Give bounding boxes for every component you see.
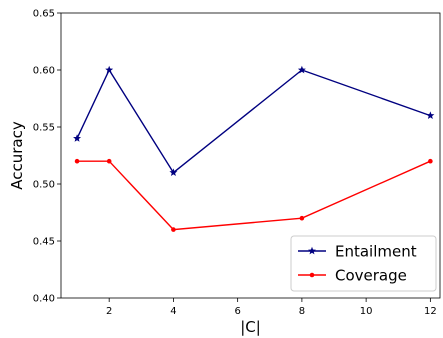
legend-box — [290, 235, 437, 292]
y-tick-label: 0.50 — [33, 180, 55, 191]
axis-ticks: 2 4 6 8 10 12 0.40 0.45 0.50 0.55 0.60 0.65 — [33, 9, 437, 318]
y-axis-label: Accuracy — [8, 121, 26, 190]
entailment-point — [169, 168, 178, 176]
x-axis-label: |C| — [240, 318, 261, 336]
x-tick-label: 12 — [424, 306, 437, 317]
coverage-series-line — [77, 160, 431, 231]
x-tick-label: 2 — [106, 306, 112, 317]
y-tick-label: 0.55 — [33, 123, 55, 134]
coverage-point — [74, 158, 80, 164]
coverage-legend-marker — [309, 272, 315, 278]
entailment-legend-label: Entailment — [335, 243, 417, 261]
x-tick-label: 10 — [360, 306, 373, 317]
entailment-point — [426, 111, 435, 119]
y-tick-label: 0.45 — [33, 237, 55, 248]
entailment-point — [105, 65, 114, 74]
entailment-legend-marker — [308, 246, 316, 255]
coverage-point — [428, 158, 433, 164]
coverage-point — [106, 158, 112, 164]
entailment-series-line — [76, 68, 431, 174]
entailment-point — [73, 134, 82, 142]
x-tick-label: 8 — [299, 306, 305, 317]
x-tick-label: 6 — [234, 306, 240, 317]
coverage-point — [299, 215, 305, 221]
plot-frame — [60, 12, 441, 299]
entailment-point — [297, 65, 306, 74]
x-tick-label: 4 — [170, 306, 176, 317]
legend: Entailment Coverage — [290, 235, 437, 292]
y-tick-label: 0.40 — [33, 294, 55, 305]
coverage-point — [171, 227, 176, 232]
coverage-legend-label: Coverage — [335, 267, 407, 285]
y-tick-label: 0.65 — [33, 9, 55, 20]
chart-series — [73, 65, 435, 232]
y-tick-label: 0.60 — [33, 66, 55, 77]
